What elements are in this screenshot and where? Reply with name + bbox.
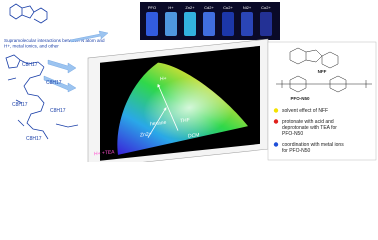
cie-panel: H+ Zn2+ THF hexane DCM H+ +TEA: [87, 38, 269, 162]
vial-label: Cd2+: [204, 5, 214, 10]
molecule-top: [9, 3, 48, 24]
vial-label: PFO: [148, 5, 156, 10]
caption: Supramolecular interactions between N at…: [4, 38, 105, 49]
legend-dot: [273, 119, 279, 124]
cie-label: THF: [180, 117, 190, 124]
legend-dot: [273, 108, 279, 113]
graphical-abstract: Supramolecular interactions between N at…: [4, 2, 377, 162]
right-panel: NFF PFO-N50 solvent effect of NFF protona…: [267, 41, 377, 161]
vial: [165, 12, 177, 36]
structure-label: NFF: [318, 69, 327, 74]
chain-label: C8H17: [50, 108, 66, 114]
vial-label: Zn2+: [185, 5, 195, 10]
vial: [260, 12, 272, 36]
vial-label: Co2+: [261, 5, 271, 10]
legend-text: protonate with acid and deprotonate with …: [282, 119, 337, 137]
legend-dot: [273, 142, 279, 147]
page: { "caption": "Supramolecular interaction…: [4, 2, 377, 162]
cie-label: DCM: [188, 132, 199, 139]
vial-label: Cu2+: [223, 5, 233, 10]
vial: [146, 12, 158, 36]
vial-photo: PFO H+ Zn2+ Cd2+ Cu2+ Ni2+ Co2+: [140, 2, 280, 40]
vial: [203, 12, 215, 36]
chain-label: C8H17: [22, 62, 38, 68]
vial: [222, 12, 234, 36]
polymer-chain: [5, 54, 79, 140]
structure-label: PFO-N50: [290, 96, 310, 101]
vial-label: H+: [168, 5, 174, 10]
cie-label: H+: [160, 76, 167, 83]
cie-label: Zn2+: [140, 131, 152, 138]
legend-text: solvent effect of NFF: [282, 108, 328, 114]
chain-label: C8H17: [26, 136, 42, 142]
legend-text: coordination with metal ions for PFO-N50: [282, 142, 344, 154]
chain-label: C8H17: [12, 102, 28, 108]
vial: [184, 12, 196, 36]
cie-label: H+ +TEA: [94, 149, 115, 157]
cie-label: hexane: [150, 120, 167, 128]
chain-label: C8H17: [46, 80, 62, 86]
vial-label: Ni2+: [243, 5, 252, 10]
vial: [241, 12, 253, 36]
